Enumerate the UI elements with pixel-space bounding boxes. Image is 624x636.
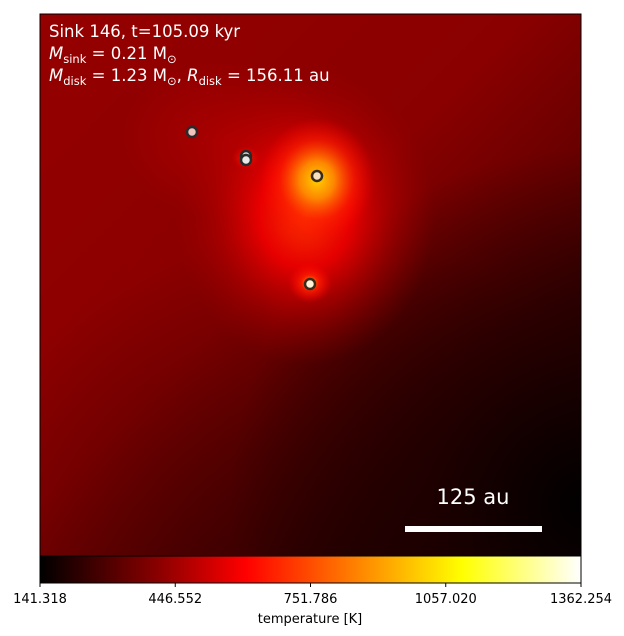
annotation-disk-props: Mdisk = 1.23 M⊙, Rdisk = 156.11 au <box>49 66 330 88</box>
colorbar-ticks: 141.318 446.552 751.786 1057.020 1362.254 <box>13 583 612 607</box>
annotation-sink-time: Sink 146, t=105.09 kyr <box>49 22 240 41</box>
sink-marker <box>303 277 317 291</box>
colorbar-tick-label: 751.786 <box>284 592 338 607</box>
sink-marker <box>185 125 199 139</box>
sink-marker <box>239 153 253 167</box>
colorbar-label: temperature [K] <box>258 612 363 627</box>
scalebar <box>405 526 542 532</box>
annotation-sink-mass: Msink = 0.21 M⊙ <box>49 44 177 66</box>
sink-marker <box>310 169 324 183</box>
scalebar-label: 125 au <box>437 485 510 509</box>
colorbar <box>39 555 582 584</box>
colorbar-tick-label: 141.318 <box>13 592 67 607</box>
colorbar-tick-label: 1362.254 <box>550 592 612 607</box>
sink-markers <box>185 125 324 291</box>
colorbar-tick-label: 1057.020 <box>415 592 477 607</box>
colorbar-tick-label: 446.552 <box>148 592 202 607</box>
